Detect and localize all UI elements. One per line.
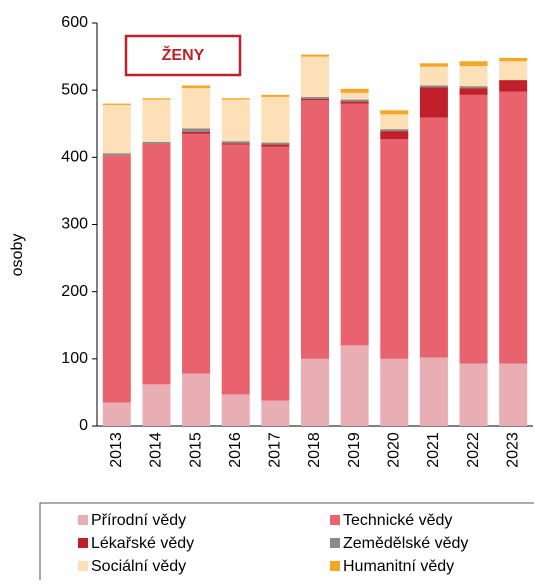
legend-swatch: [78, 538, 88, 548]
annotation: ŽENY: [162, 45, 205, 64]
y-axis-label: osoby: [9, 234, 26, 277]
bar-segment: [142, 143, 171, 385]
bar-segment: [182, 131, 211, 134]
bar-segment: [499, 363, 528, 426]
legend-label: Lékařské vědy: [91, 535, 194, 552]
bar-segment: [301, 98, 329, 101]
bar-segment: [221, 98, 250, 100]
legend-label: Zemědělské vědy: [343, 535, 468, 552]
bar-segment: [380, 139, 409, 359]
legend-label: Sociální vědy: [91, 558, 186, 575]
bar-segment: [340, 92, 369, 100]
bar-segment: [459, 61, 488, 66]
bar-segment: [419, 63, 448, 67]
bar-segment: [419, 117, 448, 358]
y-tick-label: 200: [61, 283, 88, 300]
bar-segment: [459, 94, 488, 364]
bar-segment: [102, 155, 131, 403]
bar-segment: [340, 345, 369, 426]
bar-segment: [459, 86, 488, 89]
x-tick-label: 2016: [227, 432, 244, 468]
y-tick-label: 500: [61, 81, 88, 98]
bar-segment: [142, 384, 171, 426]
bar-segment: [142, 98, 171, 100]
x-tick-label: 2023: [504, 432, 521, 468]
bar-segment: [301, 358, 329, 426]
y-tick-label: 0: [79, 417, 88, 434]
y-tick-label: 300: [61, 216, 88, 233]
bar-segment: [301, 56, 329, 97]
bar-segment: [301, 54, 329, 57]
x-tick-label: 2013: [108, 432, 125, 468]
legend-label: Přírodní vědy: [91, 512, 186, 529]
bar-segment: [261, 400, 290, 426]
bar-segment: [102, 402, 131, 426]
bar-segment: [340, 99, 369, 102]
y-tick-label: 600: [61, 14, 88, 31]
bar-segment: [221, 99, 250, 142]
legend-label: Humanitní vědy: [343, 558, 454, 575]
bar-segment: [380, 110, 409, 115]
bar-segment: [142, 99, 171, 142]
x-tick-label: 2019: [346, 432, 363, 468]
bar-segment: [499, 91, 528, 364]
bar-segment: [182, 88, 211, 129]
bar-segment: [301, 100, 329, 359]
bar-segment: [261, 96, 290, 143]
bar-segment: [340, 101, 369, 104]
bar-segment: [380, 131, 409, 140]
bar-segment: [261, 94, 290, 97]
bar-segment: [419, 357, 448, 426]
bar-segment: [340, 103, 369, 346]
bar-segment: [499, 80, 528, 92]
bar-segment: [102, 153, 131, 156]
legend-swatch: [330, 515, 340, 525]
x-tick-label: 2022: [465, 432, 482, 468]
bar-segment: [419, 87, 448, 118]
bar-segment: [142, 141, 171, 144]
bar-segment: [380, 358, 409, 426]
bar-segment: [499, 57, 528, 62]
bar-segment: [221, 143, 250, 145]
y-tick-label: 400: [61, 149, 88, 166]
bar-segment: [459, 363, 488, 426]
bar-segment: [182, 128, 211, 132]
bar-segment: [182, 133, 211, 374]
bar-segment: [380, 129, 409, 132]
y-tick-label: 100: [61, 350, 88, 367]
bar-segment: [380, 114, 409, 130]
x-tick-label: 2015: [187, 432, 204, 468]
bar-segment: [221, 141, 250, 144]
bar-segment: [340, 88, 369, 93]
bar-segment: [261, 146, 290, 401]
x-tick-label: 2021: [425, 432, 442, 468]
legend-swatch: [78, 561, 88, 571]
bar-segment: [419, 66, 448, 86]
legend-label: Technické vědy: [343, 512, 452, 529]
x-tick-label: 2014: [148, 432, 165, 468]
legend-swatch: [330, 538, 340, 548]
bar-segment: [182, 85, 211, 89]
bar-segment: [221, 144, 250, 395]
bar-segment: [499, 61, 528, 81]
x-tick-label: 2018: [306, 432, 323, 468]
bar-segment: [419, 85, 448, 88]
bar-segment: [261, 142, 290, 145]
bar-segment: [261, 144, 290, 147]
bar-segment: [221, 394, 250, 426]
annotation-box: [124, 34, 242, 77]
x-tick-label: 2017: [267, 432, 284, 468]
x-tick-label: 2020: [385, 432, 402, 468]
bar-segment: [102, 103, 131, 105]
bar-segment: [301, 96, 329, 99]
bar-segment: [182, 373, 211, 426]
legend-swatch: [330, 561, 340, 571]
bar-segment: [459, 88, 488, 95]
bar-segment: [459, 65, 488, 87]
legend-swatch: [78, 515, 88, 525]
bar-segment: [102, 104, 131, 154]
